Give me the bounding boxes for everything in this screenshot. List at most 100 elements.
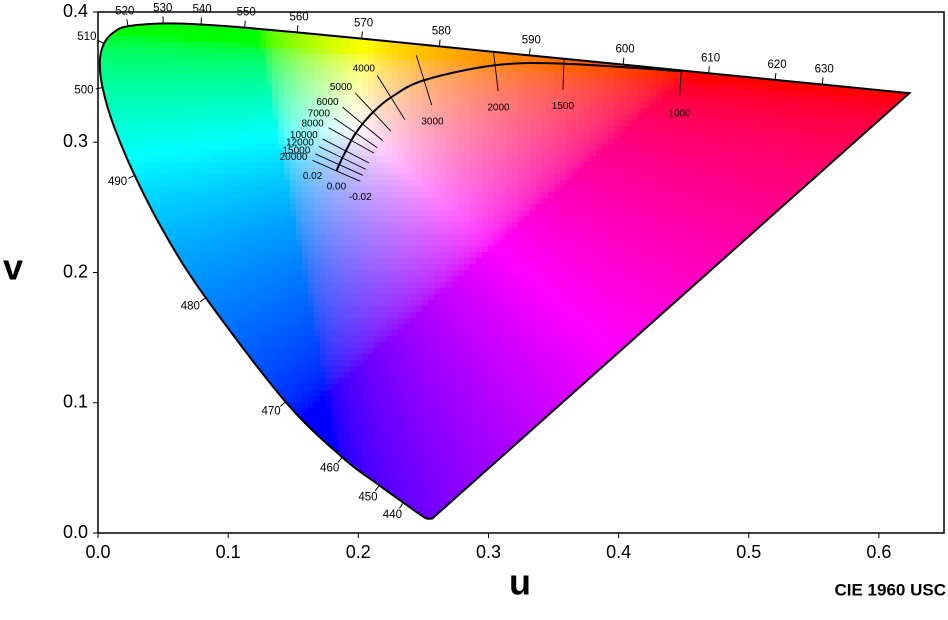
gamut-cell [500,390,507,397]
gamut-cell [374,216,381,223]
gamut-cell [548,234,555,241]
gamut-cell [254,102,261,109]
gamut-cell [224,174,231,181]
gamut-cell [242,258,249,265]
gamut-cell [590,156,597,163]
gamut-cell [290,132,297,139]
gamut-cell [320,258,327,265]
gamut-cell [524,204,531,211]
gamut-cell [386,114,393,121]
gamut-cell [254,48,261,55]
gamut-cell [398,396,405,403]
gamut-cell [278,246,285,253]
gamut-cell [404,246,411,253]
gamut-cell [488,228,495,235]
gamut-cell [188,264,195,271]
gamut-cell [332,348,339,355]
gamut-cell [212,270,219,277]
gamut-cell [326,36,333,43]
gamut-cell [518,420,525,427]
gamut-cell [230,204,237,211]
gamut-cell [416,384,423,391]
gamut-cell [248,210,255,217]
gamut-cell [392,300,399,307]
gamut-cell [530,102,537,109]
gamut-cell [518,234,525,241]
gamut-cell [488,396,495,403]
gamut-cell [254,54,261,61]
gamut-cell [464,270,471,277]
gamut-cell [398,348,405,355]
gamut-cell [386,198,393,205]
gamut-cell [320,294,327,301]
gamut-cell [566,330,573,337]
gamut-cell [560,204,567,211]
gamut-cell [428,444,435,451]
gamut-cell [320,210,327,217]
gamut-cell [530,246,537,253]
gamut-cell [572,300,579,307]
gamut-cell [224,126,231,133]
gamut-cell [302,186,309,193]
gamut-cell [290,276,297,283]
gamut-cell [494,252,501,259]
gamut-cell [362,348,369,355]
gamut-cell [398,246,405,253]
gamut-cell [560,120,567,127]
gamut-cell [356,270,363,277]
gamut-cell [422,324,429,331]
gamut-cell [458,180,465,187]
gamut-cell [326,306,333,313]
gamut-cell [404,102,411,109]
gamut-cell [530,240,537,247]
gamut-cell [590,258,597,265]
gamut-cell [302,336,309,343]
gamut-cell [536,132,543,139]
gamut-cell [500,168,507,175]
gamut-cell [416,414,423,421]
gamut-cell [584,264,591,271]
gamut-cell [404,450,411,457]
gamut-cell [602,330,609,337]
gamut-cell [428,384,435,391]
gamut-cell [470,174,477,181]
gamut-cell [158,222,165,229]
gamut-cell [206,162,213,169]
gamut-cell [260,90,267,97]
gamut-cell [272,36,279,43]
gamut-cell [290,180,297,187]
gamut-cell [374,270,381,277]
gamut-cell [308,336,315,343]
gamut-cell [482,54,489,61]
gamut-cell [422,222,429,229]
gamut-cell [404,474,411,481]
gamut-cell [548,84,555,91]
gamut-cell [122,72,129,79]
gamut-cell [254,114,261,121]
gamut-cell [188,210,195,217]
gamut-cell [458,144,465,151]
gamut-cell [290,48,297,55]
gamut-cell [290,330,297,337]
gamut-cell [530,156,537,163]
gamut-cell [464,342,471,349]
gamut-cell [344,222,351,229]
gamut-cell [374,120,381,127]
gamut-cell [152,120,159,127]
gamut-cell [308,378,315,385]
gamut-cell [158,210,165,217]
gamut-cell [248,222,255,229]
gamut-cell [338,312,345,319]
gamut-cell [236,294,243,301]
gamut-cell [488,312,495,319]
gamut-cell [380,216,387,223]
gamut-cell [362,126,369,133]
gamut-cell [428,114,435,121]
gamut-cell [302,306,309,313]
gamut-cell [476,216,483,223]
gamut-cell [224,180,231,187]
gamut-cell [572,342,579,349]
gamut-cell [428,486,435,493]
gamut-cell [362,462,369,469]
gamut-cell [386,264,393,271]
